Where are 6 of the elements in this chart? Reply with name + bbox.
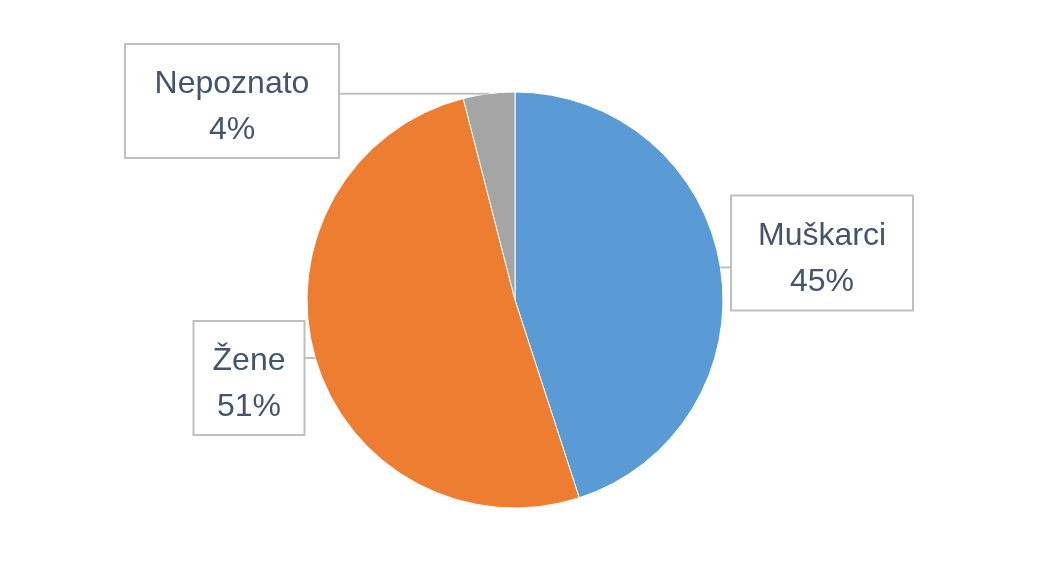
data-label: 51% bbox=[216, 387, 282, 423]
data-label: 45% bbox=[789, 262, 855, 298]
data-label: 4% bbox=[208, 110, 256, 146]
slice-label: Nepoznato bbox=[154, 64, 310, 100]
slice-label: Žene bbox=[212, 341, 286, 377]
slice-label: Muškarci bbox=[757, 216, 887, 252]
